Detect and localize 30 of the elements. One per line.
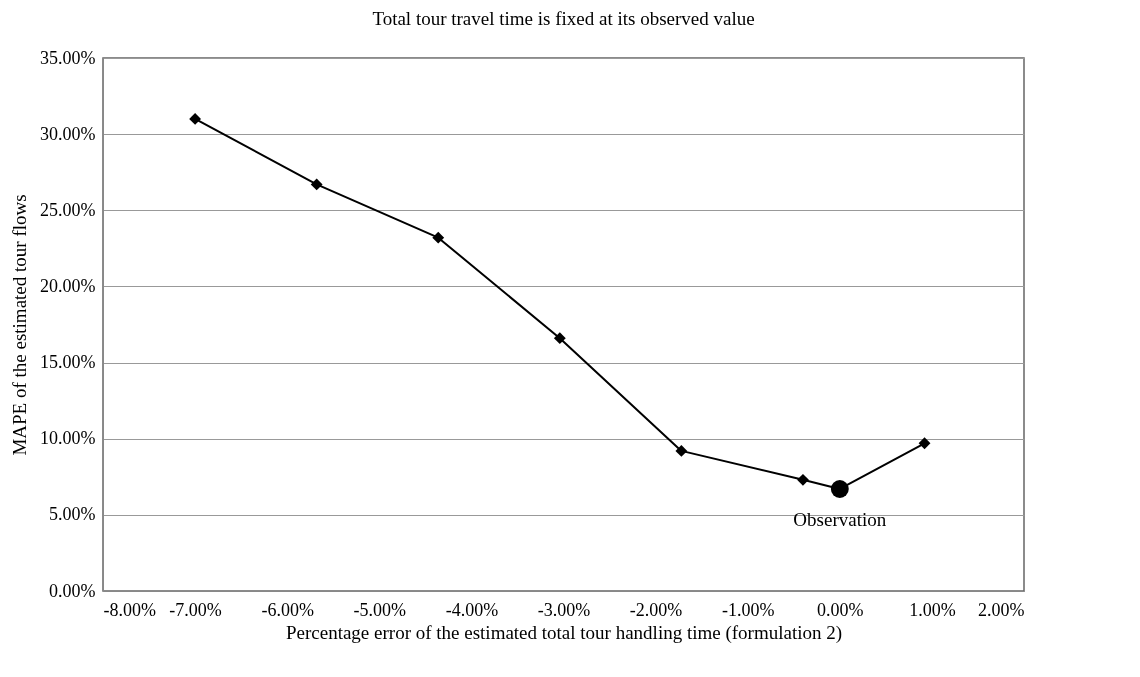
- y-tick-label: 0.00%: [49, 580, 96, 601]
- y-tick-label: 30.00%: [40, 123, 96, 144]
- x-tick-label: -1.00%: [721, 599, 775, 620]
- x-tick-label: -7.00%: [169, 599, 222, 620]
- x-tick-label: -8.00%: [103, 599, 156, 620]
- x-tick-label: -4.00%: [445, 599, 499, 620]
- point: [432, 231, 445, 244]
- y-tick-label: 20.00%: [40, 275, 96, 296]
- x-tick-label: -2.00%: [629, 599, 683, 620]
- point: [675, 444, 688, 457]
- x-tick-label: 2.00%: [978, 599, 1025, 620]
- point: [918, 437, 931, 450]
- x-tick-label: -3.00%: [537, 599, 591, 620]
- chart-title: Total tour travel time is fixed at its observed value: [372, 8, 755, 29]
- y-tick-label: 25.00%: [40, 199, 96, 220]
- y-tick-label: 10.00%: [40, 428, 96, 449]
- x-tick-label: 0.00%: [817, 599, 864, 620]
- x-axis-title: Percentage error of the estimated total tour handling time (formulation 2): [285, 621, 843, 644]
- point: [189, 113, 202, 125]
- x-tick-label: -6.00%: [261, 599, 314, 620]
- y-tick-label: 15.00%: [40, 352, 96, 373]
- point: [310, 178, 323, 191]
- y-axis-title: MAPE of the estimated tour flows: [9, 194, 31, 456]
- annotation: Observation: [793, 508, 887, 530]
- point: [553, 332, 566, 345]
- x-tick-label: 1.00%: [909, 599, 956, 620]
- y-tick-label: 35.00%: [40, 47, 96, 68]
- x-tick-label: -5.00%: [353, 599, 407, 620]
- point: [797, 473, 809, 486]
- y-tick-label: 5.00%: [49, 504, 96, 525]
